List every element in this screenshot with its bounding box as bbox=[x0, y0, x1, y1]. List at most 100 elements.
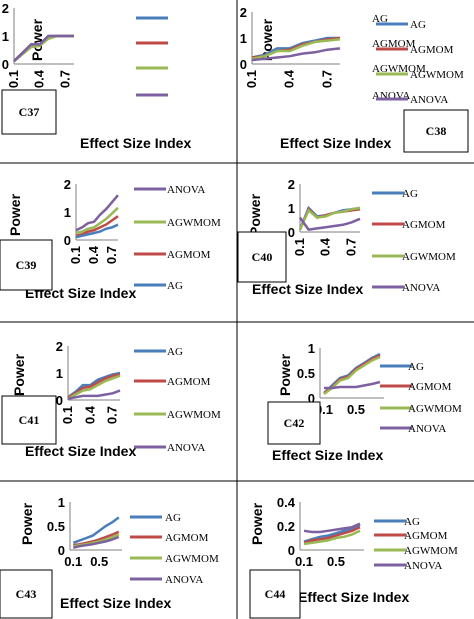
legend-label-ag: AG bbox=[410, 19, 426, 31]
y-tick-label: 0.2 bbox=[277, 519, 295, 534]
x-tick-label: 0.1 bbox=[295, 554, 313, 569]
series-line-anova bbox=[73, 535, 120, 549]
series-line-anova bbox=[303, 522, 361, 534]
x-tick-label: 0.7 bbox=[319, 70, 334, 88]
series-line-anova bbox=[251, 47, 341, 62]
chart-C41: 0 1 2 0.1 0.4 0.7 Power Effect Size Index AG AGMO… bbox=[1, 339, 221, 459]
chart-id-label: C44 bbox=[265, 587, 286, 601]
x-tick-label: 0.5 bbox=[90, 554, 108, 569]
x-tick-label: 0.7 bbox=[343, 238, 358, 256]
legend-label-ag: AG bbox=[402, 188, 418, 200]
y-tick-label: 2 bbox=[240, 5, 247, 20]
chart-id-box bbox=[0, 239, 53, 291]
y-tick-label: 0.5 bbox=[297, 366, 315, 381]
series-line-ag bbox=[72, 516, 120, 544]
y-tick-label: 1 bbox=[2, 29, 9, 44]
series-line-anova bbox=[67, 389, 121, 400]
series-line-anova bbox=[13, 34, 74, 63]
chart-id-label: C38 bbox=[426, 124, 447, 138]
chart-C40: 0 1 2 0.1 0.4 0.7 Power Effect Size Index AG AGMO… bbox=[237, 177, 456, 297]
legend-label-agwmom: AGWMOM bbox=[402, 251, 456, 263]
y-tick-label: 1 bbox=[58, 495, 65, 510]
chart-id-label: C39 bbox=[16, 258, 37, 272]
x-tick-label: 0.5 bbox=[327, 554, 345, 569]
legend-label-anova: ANOVA bbox=[402, 282, 440, 294]
legend-label-anova: ANOVA bbox=[165, 574, 203, 586]
x-axis-label: Effect Size Index bbox=[25, 285, 136, 301]
y-tick-label: 2 bbox=[64, 177, 71, 192]
chart-id-box bbox=[0, 569, 53, 619]
y-axis-label: Power bbox=[249, 502, 265, 545]
series-line-anova bbox=[75, 194, 119, 232]
series-line-ag bbox=[75, 223, 119, 239]
x-tick-label: 0.5 bbox=[347, 402, 365, 417]
legend-label-agwmom: AGWMOM bbox=[167, 217, 221, 229]
legend-label-agmom: AGMOM bbox=[408, 381, 452, 393]
legend-label-agwmom: AGWMOM bbox=[167, 409, 221, 421]
y-tick-label: 2 bbox=[56, 339, 63, 354]
y-tick-label: 0 bbox=[2, 57, 9, 72]
y-axis-label: Power bbox=[11, 353, 27, 396]
series-line-agwmom bbox=[251, 38, 341, 61]
series-line-agwmom bbox=[67, 374, 121, 400]
series-line-agwmom bbox=[75, 206, 119, 235]
chart-C44: 0 0.2 0.4 0.1 0.5 Power Effect Size Index AG AGM… bbox=[249, 495, 458, 619]
legend-label-ag: AG bbox=[165, 512, 181, 524]
legend-label-agmom: AGMOM bbox=[165, 532, 209, 544]
chart-id-box bbox=[249, 569, 301, 619]
legend-label-anova: ANOVA bbox=[404, 560, 442, 572]
legend-label-ag: AG bbox=[372, 13, 388, 25]
legend-label-agwmom: AGWMOM bbox=[165, 553, 219, 565]
x-tick-label: 0.4 bbox=[318, 237, 333, 256]
y-tick-label: 0.5 bbox=[47, 519, 65, 534]
y-tick-label: 2 bbox=[2, 1, 9, 16]
legend-label-ag: AG bbox=[404, 516, 420, 528]
legend-label-anova: ANOVA bbox=[167, 442, 205, 454]
chart-id-box bbox=[1, 89, 57, 135]
chart-id-box bbox=[267, 401, 321, 445]
y-axis-label: Power bbox=[29, 18, 45, 61]
legend-label-ag: AG bbox=[167, 346, 183, 358]
x-tick-label: 0.4 bbox=[32, 69, 47, 88]
y-tick-label: 1 bbox=[240, 31, 247, 46]
y-axis-label: Power bbox=[247, 193, 263, 236]
y-tick-label: 0 bbox=[56, 393, 63, 408]
x-axis-label: Effect Size Index bbox=[252, 281, 363, 297]
x-tick-label: 0.7 bbox=[104, 246, 119, 264]
x-axis-label: Effect Size Index bbox=[60, 595, 171, 611]
x-tick-label: 0.1 bbox=[64, 554, 82, 569]
y-tick-label: 0 bbox=[58, 543, 65, 558]
legend-label-agmom: AGMOM bbox=[404, 530, 448, 542]
y-tick-label: 1 bbox=[308, 341, 315, 356]
legend-label-agwmom: AGWMOM bbox=[408, 403, 462, 415]
x-tick-label: 0.4 bbox=[282, 69, 297, 88]
y-tick-label: 1 bbox=[56, 366, 63, 381]
x-tick-label: 0.4 bbox=[82, 405, 97, 424]
series-line-agwmom bbox=[303, 529, 361, 546]
x-axis-label: Effect Size Index bbox=[25, 443, 136, 459]
y-tick-label: 0 bbox=[240, 57, 247, 72]
x-tick-label: 0.7 bbox=[105, 406, 120, 424]
x-axis-label: Effect Size Index bbox=[80, 135, 191, 151]
chart-id-box bbox=[403, 109, 469, 153]
x-tick-label: 0.4 bbox=[86, 245, 101, 264]
series-line-anova bbox=[324, 380, 381, 390]
legend-label-agwmom: AGWMOM bbox=[404, 545, 458, 557]
x-tick-label: 0.1 bbox=[6, 70, 21, 88]
legend-label-anova: ANOVA bbox=[167, 184, 205, 196]
legend-label-ag: AG bbox=[167, 280, 183, 292]
x-tick-label: 0.1 bbox=[60, 406, 75, 424]
chart-id-box bbox=[1, 395, 57, 445]
chart-C43: 0 0.5 1 0.1 0.5 Power Effect Size Index AG AGMOM… bbox=[0, 495, 219, 619]
chart-id-label: C41 bbox=[19, 413, 40, 427]
y-tick-label: 2 bbox=[288, 177, 295, 192]
y-tick-label: 0 bbox=[288, 225, 295, 240]
series-line-agmom bbox=[75, 215, 119, 238]
legend-label-agwmom: AGWMOM bbox=[372, 63, 426, 75]
legend-label-agmom: AGMOM bbox=[410, 44, 454, 56]
x-tick-label: 0.1 bbox=[244, 70, 259, 88]
series-line-agmom bbox=[303, 526, 361, 544]
legend-label-agmom: AGMOM bbox=[372, 38, 416, 50]
